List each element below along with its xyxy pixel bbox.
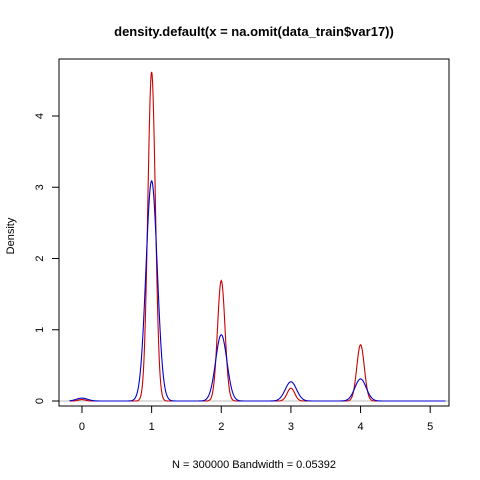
plot-frame	[58, 58, 450, 407]
y-tick-label: 1	[34, 327, 46, 333]
y-tick-label: 3	[34, 184, 46, 190]
density-curve-2	[69, 179, 446, 402]
x-axis: 0 1 2 3 4 5	[79, 406, 433, 433]
density-curves	[69, 71, 446, 402]
density-curve-1	[69, 71, 446, 402]
y-axis-label: Density	[5, 217, 17, 254]
x-tick-label: 3	[288, 421, 294, 433]
y-tick-label: 4	[34, 113, 46, 119]
chart-title: density.default(x = na.omit(data_train$v…	[114, 24, 394, 39]
x-tick-label: 5	[427, 421, 433, 433]
x-tick-label: 4	[357, 421, 363, 433]
y-axis: 0 1 2 3 4	[34, 113, 59, 404]
x-axis-label: N = 300000 Bandwidth = 0.05392	[172, 459, 336, 471]
x-tick-label: 1	[149, 421, 155, 433]
y-tick-label: 2	[34, 255, 46, 261]
x-tick-label: 2	[218, 421, 224, 433]
x-tick-label: 0	[79, 421, 85, 433]
y-tick-label: 0	[34, 398, 46, 404]
